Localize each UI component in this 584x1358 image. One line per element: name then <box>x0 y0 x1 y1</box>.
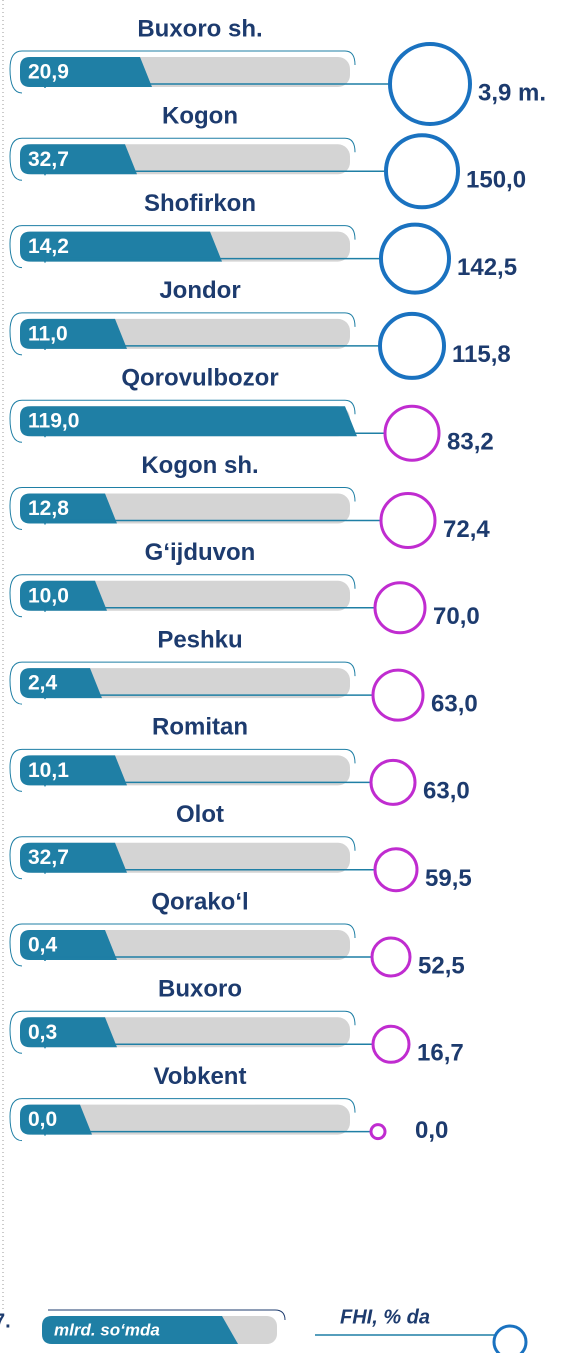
bar-bracket <box>9 137 356 181</box>
bar-bracket <box>9 1010 356 1054</box>
legend-bracket <box>48 1309 286 1321</box>
fhi-circle <box>371 668 425 722</box>
district-name: Jondor <box>159 277 240 304</box>
fhi-value: 3,9 m. <box>478 79 546 106</box>
amount-label: 2,4 <box>28 672 58 695</box>
district-name: Qorovulbozor <box>121 365 278 392</box>
fhi-circle <box>371 1024 411 1064</box>
amount-label: 11,0 <box>28 322 68 345</box>
fhi-value: 63,0 <box>423 778 470 805</box>
fhi-value: 63,0 <box>431 690 478 717</box>
bar-fill <box>20 318 127 349</box>
amount-label: 12,8 <box>28 497 69 520</box>
bar-fill <box>20 406 357 437</box>
district-name: Buxoro <box>158 976 242 1003</box>
bar-fill <box>20 493 117 524</box>
fhi-value: 72,4 <box>443 516 490 543</box>
amount-label: 32,7 <box>28 148 69 171</box>
fhi-value: 52,5 <box>418 952 465 979</box>
amount-label: 10,0 <box>28 584 69 607</box>
district-name: Qorako‘l <box>151 888 248 915</box>
bar-bracket <box>9 661 356 705</box>
district-name: Buxoro sh. <box>137 15 262 42</box>
fhi-circle <box>383 404 441 462</box>
fhi-value: 83,2 <box>447 429 494 456</box>
fhi-value: 16,7 <box>417 1040 464 1067</box>
bar-bracket <box>9 748 356 792</box>
bar-fill <box>20 231 222 262</box>
fhi-circle <box>369 1123 387 1141</box>
fhi-circle <box>369 758 417 806</box>
fhi-value: 150,0 <box>466 167 526 194</box>
bar-bracket <box>9 50 356 94</box>
bar-fill <box>20 842 127 873</box>
fhi-circle <box>379 222 451 295</box>
legend-fhi-label: FHI, % da <box>340 1306 430 1328</box>
amount-label: 0,0 <box>28 1108 57 1131</box>
legend-bar-fill <box>42 1316 238 1344</box>
district-name: Kogon <box>162 103 238 130</box>
amount-label: 32,7 <box>28 846 69 869</box>
bar-bracket <box>9 836 356 880</box>
bar-fill <box>20 930 117 960</box>
district-name: Romitan <box>152 714 248 741</box>
bar-track <box>20 1104 350 1135</box>
district-name: Peshku <box>157 626 242 653</box>
bar-bracket <box>9 225 356 269</box>
fhi-circle <box>373 847 419 893</box>
bar-bracket <box>9 487 356 530</box>
amount-label: 119,0 <box>28 410 79 433</box>
bar-bracket <box>9 399 356 443</box>
fhi-circle <box>373 581 427 635</box>
district-name: G‘ijduvon <box>145 539 256 566</box>
district-name: Kogon sh. <box>141 452 258 479</box>
amount-label: 20,9 <box>28 61 69 84</box>
fhi-circle <box>379 492 437 549</box>
fhi-circle <box>388 42 472 126</box>
legend-circle <box>492 1324 528 1358</box>
fhi-circle <box>370 936 412 978</box>
amount-label: 0,4 <box>28 934 58 957</box>
bar-fill <box>20 144 137 175</box>
bar-fill <box>20 755 127 786</box>
bar-bracket <box>9 923 356 967</box>
district-name: Vobkent <box>154 1063 247 1090</box>
fhi-circle <box>384 133 460 210</box>
bar-track <box>20 668 350 699</box>
fhi-value: 70,0 <box>433 603 480 630</box>
amount-label: 0,3 <box>28 1021 57 1044</box>
fhi-value: 0,0 <box>415 1117 448 1144</box>
bar-bracket <box>9 574 356 618</box>
bar-fill <box>20 57 152 87</box>
fhi-value: 59,5 <box>425 865 472 892</box>
bar-fill <box>20 1017 117 1048</box>
bar-fill <box>20 1104 92 1135</box>
fhi-value: 115,8 <box>452 341 511 368</box>
amount-label: 14,2 <box>28 235 69 258</box>
bar-fill <box>20 668 102 699</box>
district-name: Shofirkon <box>144 190 256 217</box>
amount-label: 10,1 <box>28 759 69 782</box>
fhi-circle <box>378 311 446 380</box>
legend-amount-label: mlrd. so‘mda <box>54 1320 160 1339</box>
bar-fill <box>20 580 107 611</box>
page-number: 7. <box>0 1310 11 1332</box>
district-name: Olot <box>176 801 224 828</box>
bar-bracket <box>9 1098 356 1142</box>
fhi-value: 142,5 <box>457 254 517 281</box>
bar-bracket <box>9 312 356 356</box>
